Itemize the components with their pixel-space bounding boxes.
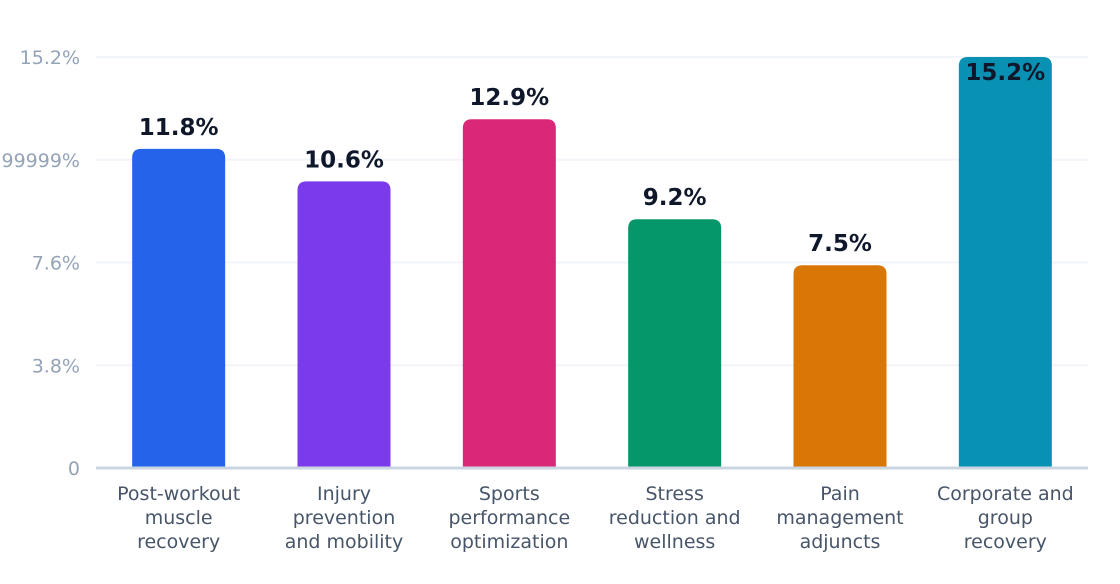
x-axis: Post-workoutmusclerecoveryInjurypreventi… [96, 466, 1088, 553]
x-tick-label: recovery [964, 531, 1047, 553]
x-tick-label: group [978, 507, 1033, 529]
bar [132, 148, 226, 468]
bar [297, 181, 391, 468]
data-label: 11.8% [139, 115, 219, 141]
bar [793, 265, 887, 468]
bar [628, 219, 722, 468]
x-tick-label: muscle [145, 507, 213, 529]
x-tick-label: reduction and [609, 507, 741, 529]
y-tick-label: 7.6% [32, 253, 80, 275]
x-tick-label: Stress [645, 483, 703, 505]
y-tick-label: 0 [68, 458, 80, 480]
y-axis: 0 3.8% 7.6% 11.399999% 15.2% [0, 47, 80, 480]
x-tick-label: Post-workout [117, 483, 240, 505]
x-tick-label: and mobility [285, 531, 404, 553]
data-label: 9.2% [643, 185, 707, 211]
x-tick-label: recovery [137, 531, 220, 553]
y-tick-label: 3.8% [32, 355, 80, 377]
x-tick-label: wellness [634, 531, 715, 553]
bar [462, 119, 556, 468]
x-tick-label: optimization [450, 531, 568, 553]
y-tick-label: 15.2% [20, 47, 80, 69]
data-label: 10.6% [304, 147, 384, 173]
data-label: 7.5% [808, 231, 872, 257]
data-labels: 11.8% 10.6% 12.9% 9.2% 7.5% 15.2% [139, 60, 1045, 257]
x-tick-label: Injury [317, 483, 371, 505]
gridlines [96, 56, 1088, 367]
bars [132, 57, 1052, 468]
x-tick-label: prevention [293, 507, 396, 529]
x-tick-label: performance [448, 507, 570, 529]
x-tick-label: management [776, 507, 903, 529]
bar [958, 57, 1052, 468]
x-tick-label: adjuncts [800, 531, 881, 553]
x-tick-label: Pain [820, 483, 860, 505]
data-label: 12.9% [469, 85, 549, 111]
data-label: 15.2% [965, 60, 1045, 86]
x-tick-label: Sports [479, 483, 540, 505]
y-tick-label: 11.399999% [0, 150, 80, 172]
x-tick-label: Corporate and [937, 483, 1074, 505]
